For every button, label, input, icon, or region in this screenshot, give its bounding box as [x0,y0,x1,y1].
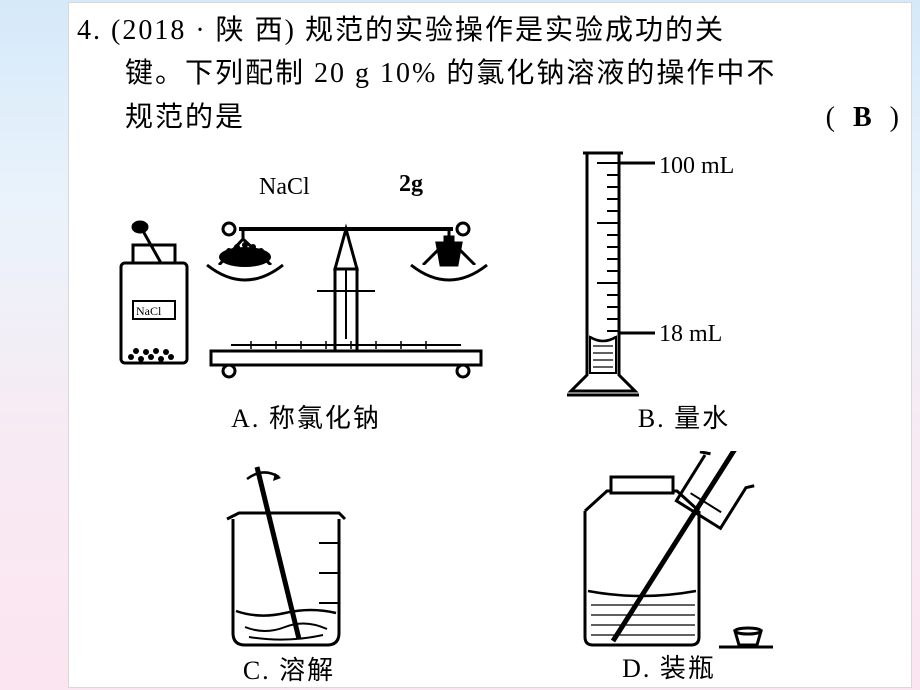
figure-c-svg [199,463,379,653]
option-a-letter: A. [231,404,260,433]
answer-letter: B [841,102,890,133]
figure-b-svg [559,151,809,401]
figure-b: 100 mL 18 mL [559,151,809,401]
question-panel: 4. (2018 · 陕 西) 规范的实验操作是实验成功的关 键。下列配制 20… [68,2,912,688]
question-line1: 规范的实验操作是实验成功的关 [305,15,725,46]
question-line3: 规范的是 [125,96,245,139]
option-d-text: 装瓶 [660,654,716,683]
option-a-text: 称氯化钠 [269,404,381,433]
weight-label: 2g [399,171,423,198]
answer-paren: (B) [826,96,905,139]
option-d-letter: D. [622,654,651,683]
svg-text:NaCl: NaCl [136,304,162,318]
figure-d: D. 装瓶 [549,451,789,651]
nacl-label: NaCl [259,174,310,201]
figure-c: C. 溶解 [199,463,379,653]
question-stem: 4. (2018 · 陕 西) 规范的实验操作是实验成功的关 键。下列配制 20… [77,9,905,139]
figure-a-svg: NaCl [111,171,501,401]
figure-a-label: A. 称氯化钠 [231,398,381,435]
option-b-letter: B. [638,404,666,433]
figure-b-label: B. 量水 [638,398,730,435]
mark-100ml: 100 mL [659,153,734,180]
figure-a: NaCl 2g NaCl [111,171,501,401]
question-number: 4. [77,15,102,46]
question-source: (2018 · 陕 西) [111,15,296,46]
option-b-text: 量水 [674,404,730,433]
figure-d-svg [549,451,789,651]
option-c-letter: C. [243,656,271,685]
paren-open: ( [826,102,841,133]
mark-18ml: 18 mL [659,321,722,348]
question-line2: 键。下列配制 20 g 10% 的氯化钠溶液的操作中不 [77,52,905,95]
option-c-text: 溶解 [279,656,335,685]
figure-d-label: D. 装瓶 [622,648,716,685]
figure-c-label: C. 溶解 [243,650,335,687]
paren-close: ) [890,102,905,133]
